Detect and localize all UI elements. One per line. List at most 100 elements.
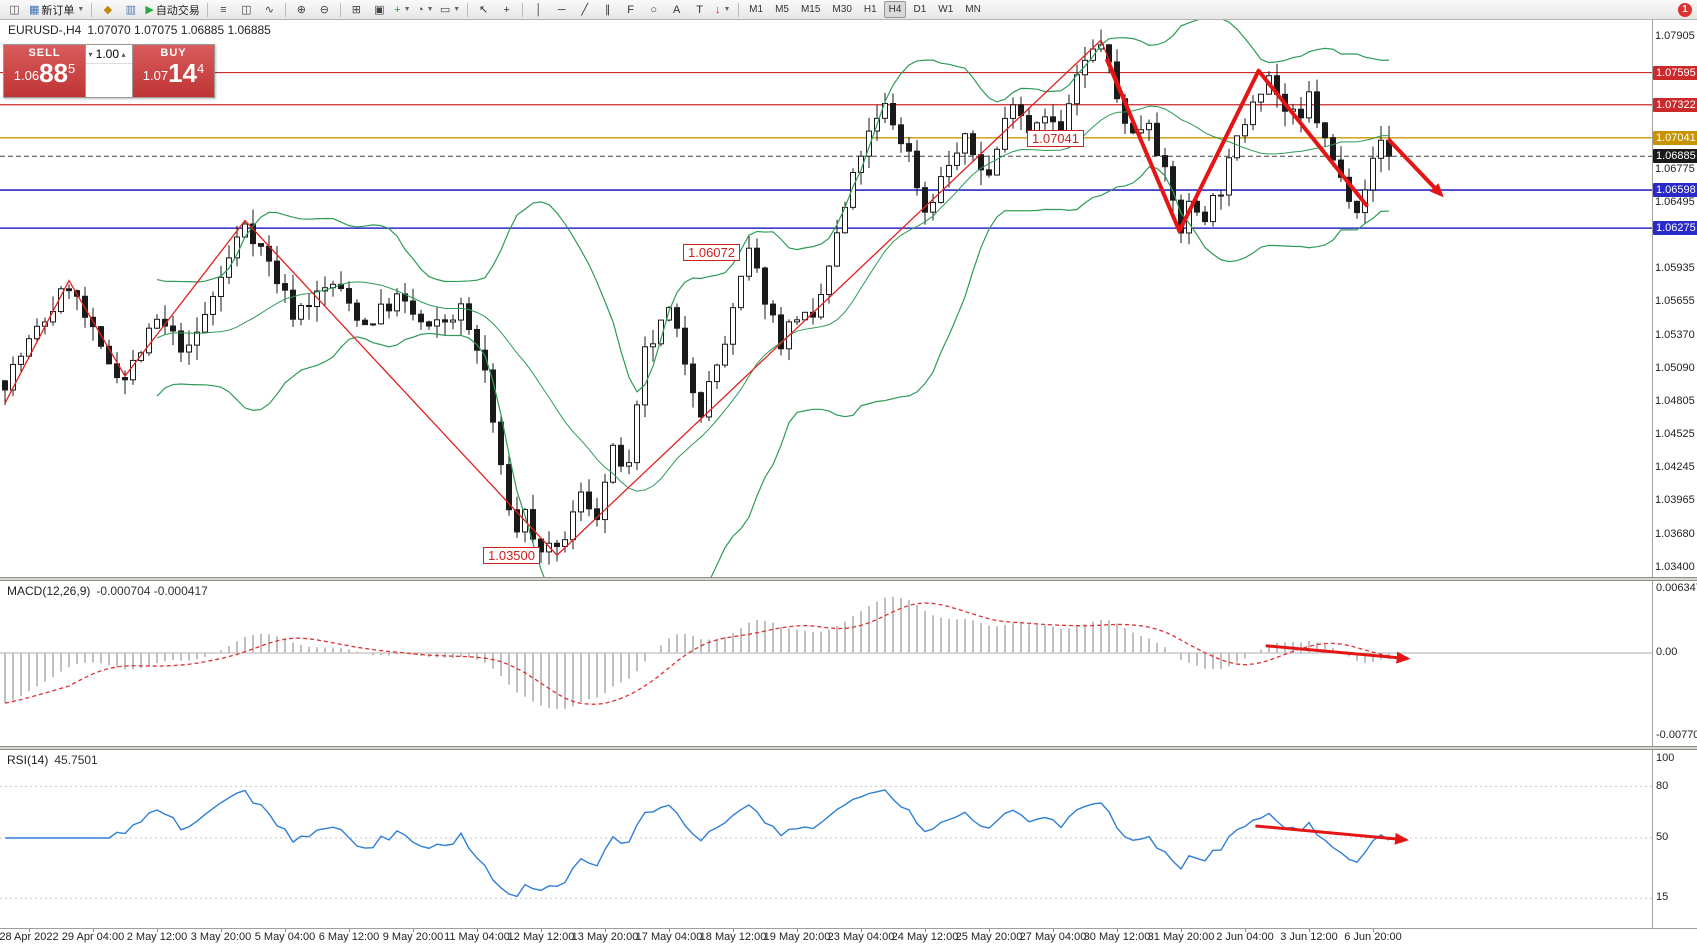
time-tick-mark — [1245, 929, 1246, 932]
candle — [450, 314, 456, 330]
arrows-tool-icon[interactable]: ↓ ▼ — [711, 1, 734, 19]
rsi-value: 45.7501 — [54, 753, 98, 767]
zoom-out-icon[interactable]: ⊖ — [313, 1, 336, 19]
ask-pip-digit: 4 — [197, 61, 205, 76]
shapes-icon[interactable]: ○ — [642, 1, 665, 19]
arrange-windows-icon[interactable]: ▣ — [368, 1, 391, 19]
toolbar-separator — [284, 2, 286, 17]
candlestick-chart-icon-glyph: ◫ — [241, 3, 252, 16]
candle — [426, 320, 432, 330]
macd-histogram — [4, 596, 1390, 710]
volume-input[interactable] — [95, 47, 119, 61]
timeframe-m1[interactable]: M1 — [749, 4, 764, 15]
buy-button[interactable]: BUY 1.07 14 4 — [132, 45, 214, 97]
timeframe-m15[interactable]: M15 — [800, 4, 821, 15]
macd-panel-layer — [0, 596, 1652, 710]
favorites-icon[interactable]: ◆ — [96, 1, 119, 19]
label-icon[interactable]: T — [688, 1, 711, 19]
candle — [578, 482, 584, 522]
cursor-icon[interactable]: ↖ — [472, 1, 495, 19]
price-tick-highlighted: 1.07041 — [1653, 130, 1697, 145]
timeframe-m5[interactable]: M5 — [775, 4, 789, 15]
chart-type-icon[interactable]: ◫ — [3, 1, 26, 19]
periods-button[interactable]: ◔ ▼ — [414, 1, 437, 19]
text-icon[interactable]: A — [665, 1, 688, 19]
zoom-in-icon[interactable]: ⊕ — [290, 1, 313, 19]
candle — [202, 301, 208, 333]
candle — [538, 538, 544, 563]
timeframe-h1[interactable]: H1 — [863, 4, 877, 15]
candle — [394, 288, 400, 317]
channel-icon[interactable]: ∥ — [596, 1, 619, 19]
rsi-axis-80: 80 — [1656, 780, 1669, 792]
price-annotation[interactable]: 1.06072 — [683, 244, 740, 262]
candle — [530, 494, 536, 544]
favorites-icon-glyph: ◆ — [103, 3, 113, 16]
candle — [906, 137, 912, 163]
fibonacci-icon[interactable]: F — [619, 1, 642, 19]
candle — [698, 391, 704, 423]
price-annotation[interactable]: 1.07041 — [1027, 129, 1084, 147]
candle — [850, 168, 856, 210]
candle — [314, 280, 320, 322]
trend-arrow-1 — [1104, 58, 1369, 234]
candle — [498, 413, 504, 475]
candle — [298, 303, 304, 326]
candle — [346, 281, 352, 312]
line-chart-icon[interactable]: ∿ — [258, 1, 281, 19]
rsi-axis-100: 100 — [1656, 752, 1675, 764]
sell-button[interactable]: SELL 1.06 88 5 — [4, 45, 86, 97]
price-axis[interactable]: 1.07905 1.07595 1.07322 1.07041 1.06885 1.067… — [1653, 20, 1697, 928]
autotrading-button[interactable]: ▶ 自动交易 — [142, 1, 202, 19]
timeframe-w1[interactable]: W1 — [938, 4, 954, 15]
candle — [650, 329, 656, 362]
candle — [1226, 148, 1232, 207]
candle — [186, 330, 192, 365]
candle — [770, 300, 776, 323]
candle — [250, 209, 256, 257]
macd-panel-separator[interactable] — [0, 577, 1697, 581]
bars-chart-icon[interactable]: ≡ — [212, 1, 235, 19]
candlestick-chart-icon[interactable]: ◫ — [235, 1, 258, 19]
volume-decrease-button[interactable]: ▾ — [88, 49, 93, 59]
crosshair-icon-glyph: + — [503, 3, 510, 16]
candle — [1090, 39, 1096, 63]
candle — [218, 265, 224, 312]
candle — [442, 314, 448, 337]
candle — [338, 271, 344, 292]
indicators-add-button[interactable]: + ▼ — [391, 1, 414, 19]
time-tick-mark — [413, 929, 414, 932]
timeframe-d1[interactable]: D1 — [913, 4, 927, 15]
time-axis[interactable]: 28 Apr 2022 29 Apr 04:00 2 May 12:00 3 May … — [0, 928, 1697, 944]
timeframe-m30[interactable]: M30 — [832, 4, 852, 15]
candle — [1170, 160, 1176, 212]
price-tick: 1.07905 — [1655, 30, 1695, 42]
candle — [162, 305, 168, 335]
volume-increase-button[interactable]: ▴ — [121, 49, 126, 59]
arrows-tool-icon-glyph: ↓ — [714, 3, 721, 16]
timeframe-h4[interactable]: H4 — [883, 1, 907, 18]
trendline-icon[interactable]: ╱ — [573, 1, 596, 19]
horizontal-line-icon[interactable]: ─ — [550, 1, 573, 19]
price-annotation[interactable]: 1.03500 — [483, 547, 540, 565]
time-tick-label: 24 May 12:00 — [891, 931, 959, 943]
new-order-button[interactable]: ▦ 新订单 ▼ — [26, 1, 87, 19]
rsi-panel-separator[interactable] — [0, 746, 1697, 750]
toolbar-separator — [206, 2, 208, 17]
price-tick: 1.04245 — [1655, 461, 1695, 474]
candle — [258, 243, 264, 256]
time-tick-label: 30 May 12:00 — [1083, 931, 1151, 943]
crosshair-icon[interactable]: + — [495, 1, 518, 19]
macd-values: -0.000704 -0.000417 — [96, 584, 208, 598]
notification-badge[interactable]: 1 — [1678, 2, 1692, 17]
vertical-line-icon[interactable]: │ — [527, 1, 550, 19]
templates-button[interactable]: ▭ ▼ — [437, 1, 463, 19]
candle — [378, 289, 384, 325]
shapes-icon-glyph: ○ — [650, 3, 657, 16]
history-center-icon[interactable]: ▥ — [119, 1, 142, 19]
candle — [610, 442, 616, 484]
tile-windows-icon[interactable]: ⊞ — [345, 1, 368, 19]
timeframe-mn[interactable]: MN — [965, 4, 981, 15]
time-tick-mark — [1309, 929, 1310, 932]
